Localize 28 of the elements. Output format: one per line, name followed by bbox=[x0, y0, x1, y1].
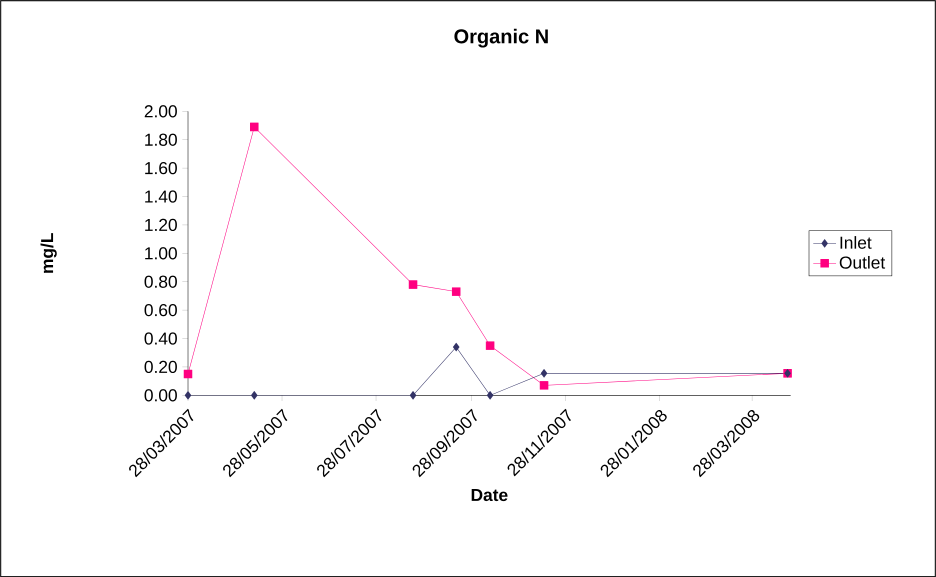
point bbox=[184, 370, 192, 378]
point bbox=[250, 122, 259, 132]
point bbox=[452, 287, 460, 296]
y-tick-label: 1.20 bbox=[145, 218, 177, 231]
point bbox=[540, 380, 548, 390]
legend-label: Outlet bbox=[840, 256, 886, 269]
point bbox=[408, 280, 418, 289]
point bbox=[540, 368, 548, 378]
point bbox=[452, 342, 460, 352]
point bbox=[486, 341, 494, 350]
y-tick-label: 1.00 bbox=[145, 247, 177, 260]
y-axis-title: mg/L bbox=[40, 232, 57, 273]
y-tick-label: 0.00 bbox=[144, 389, 177, 402]
y-tick-label: 0.20 bbox=[144, 360, 177, 373]
chart-title: Organic N bbox=[454, 28, 548, 48]
legend-label: Inlet bbox=[840, 236, 872, 249]
x-axis-title: Date bbox=[472, 488, 508, 501]
y-tick-label: 0.40 bbox=[144, 332, 177, 344]
y-tick-label: 0.60 bbox=[144, 304, 177, 316]
y-tick-label: 2.00 bbox=[144, 105, 177, 118]
y-tick-label: 1.80 bbox=[145, 133, 177, 146]
y-tick-label: 1.40 bbox=[145, 190, 177, 202]
point bbox=[251, 390, 258, 400]
y-tick-label: 1.60 bbox=[145, 162, 177, 174]
point bbox=[410, 390, 416, 400]
y-tick-label: 0.80 bbox=[144, 275, 177, 288]
point bbox=[486, 390, 494, 400]
point bbox=[184, 390, 192, 400]
